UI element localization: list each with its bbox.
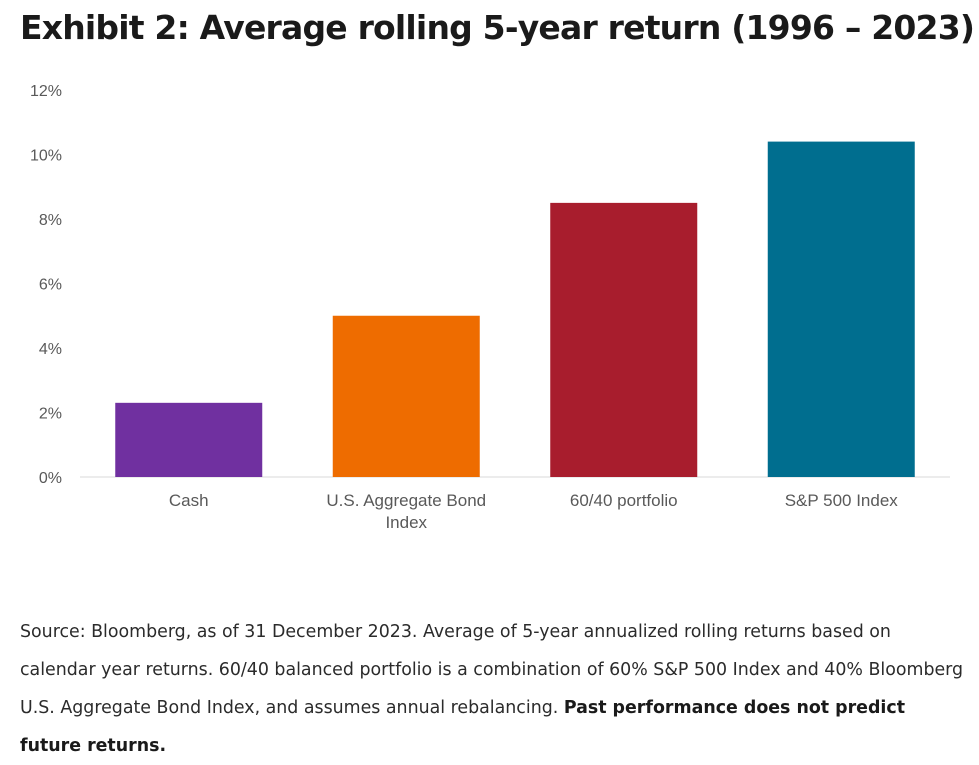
bar	[115, 402, 263, 477]
y-tick-label: 8%	[39, 212, 62, 229]
x-tick-label: 60/40 portfolio	[570, 491, 678, 510]
bar-chart: 0% 2% 4% 6% 8% 10% 12% Cash U.S. Aggregate Bond I…	[30, 83, 950, 532]
bar	[332, 315, 480, 477]
x-tick-label: S&P 500 Index	[785, 491, 899, 510]
y-tick-label: 12%	[30, 83, 62, 100]
x-tick-label-line: S&P 500 Index	[785, 491, 899, 510]
source-text: Source: Bloomberg, as of 31 December 202…	[20, 622, 964, 718]
x-tick-label-line: 60/40 portfolio	[570, 491, 678, 510]
x-tick-label-line: U.S. Aggregate Bond	[326, 491, 486, 510]
y-tick-label: 0%	[39, 470, 62, 487]
y-tick-label: 4%	[39, 341, 62, 358]
disclaimer-text: Past performance does not predict future…	[20, 698, 906, 756]
x-tick-label-line: Index	[385, 513, 427, 532]
x-tick-label-line: Cash	[169, 491, 209, 510]
chart-title: Exhibit 2: Average rolling 5-year return…	[20, 8, 975, 47]
y-tick-label: 10%	[30, 148, 62, 165]
x-tick-label: Cash	[169, 491, 209, 510]
x-tick-label: U.S. Aggregate Bond Index	[326, 491, 486, 532]
y-tick-label: 6%	[39, 277, 62, 294]
bar	[767, 141, 915, 477]
bar	[550, 202, 698, 477]
y-tick-label: 2%	[39, 406, 62, 423]
source-note: Source: Bloomberg, as of 31 December 202…	[20, 613, 965, 765]
